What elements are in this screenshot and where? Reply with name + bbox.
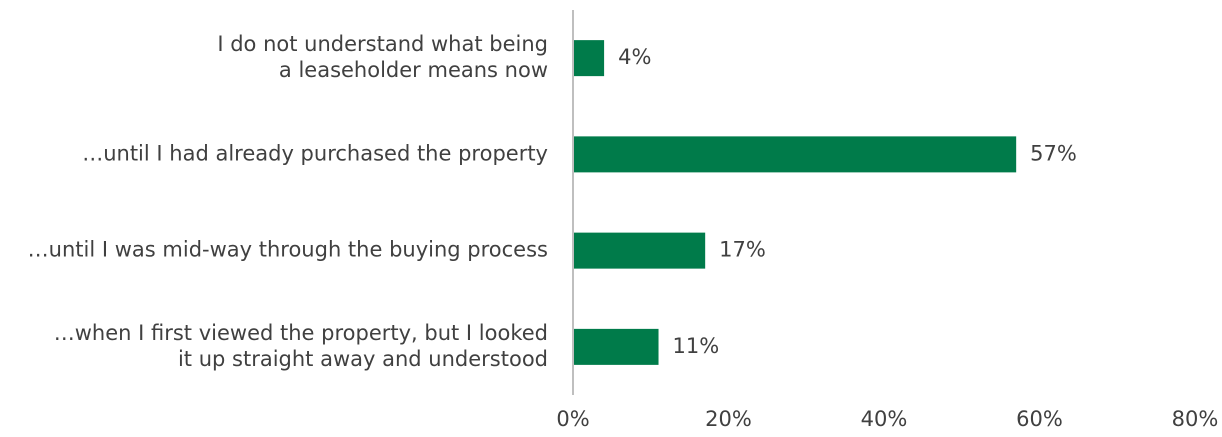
category-label-line: a leaseholder means now <box>279 58 548 82</box>
x-tick-label: 20% <box>705 407 752 431</box>
bar <box>574 232 706 269</box>
x-tick-label: 60% <box>1016 407 1063 431</box>
category-label-line: …when I first viewed the property, but I… <box>54 321 548 345</box>
category-label-line: …until I had already purchased the prope… <box>82 141 548 165</box>
category-label: …when I first viewed the property, but I… <box>54 321 548 371</box>
category-label-line: I do not understand what being <box>217 32 548 56</box>
bar <box>574 40 605 77</box>
category-label: I do not understand what being a leasehol… <box>217 32 548 82</box>
data-labels: 4% 57% 17% 11% <box>618 45 1077 358</box>
bars <box>574 40 1017 365</box>
category-label-line: it up straight away and understood <box>178 347 548 371</box>
bar <box>574 328 659 365</box>
category-label: …until I had already purchased the prope… <box>82 141 548 165</box>
x-tick-label: 0% <box>556 407 589 431</box>
data-label: 17% <box>719 238 766 262</box>
category-label-line: …until I was mid-way through the buying … <box>28 238 548 262</box>
category-label: …until I was mid-way through the buying … <box>28 238 548 262</box>
data-label: 4% <box>618 45 651 69</box>
data-label: 57% <box>1030 141 1077 165</box>
category-labels: I do not understand what being a leasehol… <box>28 32 548 371</box>
data-label: 11% <box>673 334 720 358</box>
bar <box>574 136 1017 173</box>
x-tick-label: 40% <box>861 407 908 431</box>
x-tick-label: 80% <box>1172 407 1219 431</box>
x-tick-labels: 0% 20% 40% 60% 80% <box>556 407 1218 431</box>
